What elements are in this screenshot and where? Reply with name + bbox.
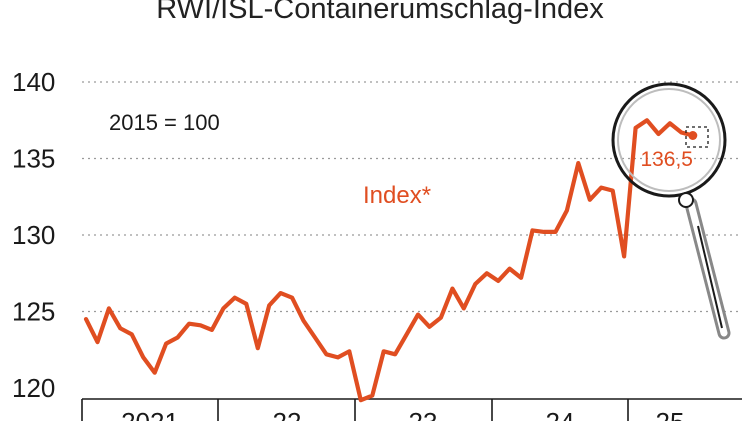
base-year-note: 2015 = 100 [109,110,220,135]
highlight-box [685,126,709,148]
y-axis-ticks: 140 135 130 125 120 [12,67,55,403]
x-tick-label: 25 [656,407,685,421]
x-tick-label: 2021 [121,407,179,421]
series-line-index [83,118,695,403]
x-tick-label: 23 [409,407,438,421]
series-points [85,120,698,401]
x-tick-label: 22 [273,407,302,421]
x-tick-label: 24 [546,407,575,421]
y-tick-label: 125 [12,297,55,327]
y-tick-label: 140 [12,67,55,97]
last-value-label: 136,5 [640,148,693,171]
series-label: Index* [363,182,431,209]
magnifying-glass-icon [611,82,731,340]
x-axis-ticks: 2021 22 23 24 25 [81,399,685,421]
chart-title: RWI/ISL-Containerumschlag-Index [156,0,604,25]
y-tick-label: 120 [12,373,55,403]
y-tick-label: 130 [12,220,55,250]
y-tick-label: 135 [12,144,55,174]
grid-lines [82,81,742,400]
data-point [688,131,698,140]
